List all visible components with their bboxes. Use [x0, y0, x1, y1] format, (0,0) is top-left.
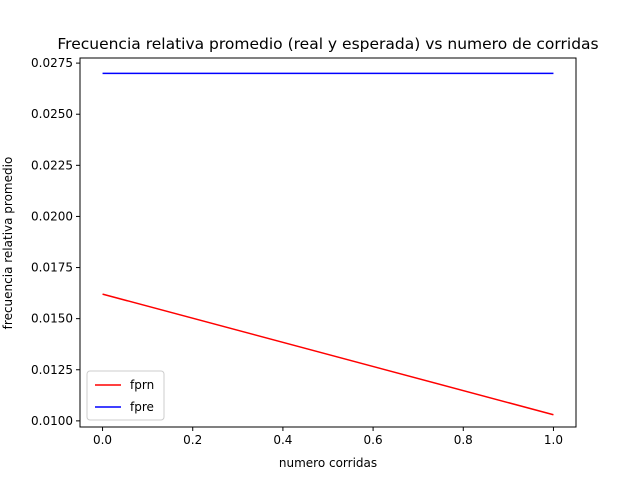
chart-title: Frecuencia relativa promedio (real y esp… [57, 35, 598, 53]
x-tick-label: 0.2 [183, 433, 202, 447]
series-line-fprn [102, 293, 554, 416]
y-tick-label: 0.0200 [31, 209, 73, 223]
legend: fprn fpre [86, 370, 165, 421]
x-tick-label: 0.6 [364, 433, 383, 447]
x-tick-label: 0.0 [93, 433, 112, 447]
y-tick-label: 0.0100 [31, 414, 73, 428]
y-tick-label: 0.0250 [31, 107, 73, 121]
y-tick-label: 0.0275 [31, 56, 73, 70]
x-tick-label: 1.0 [544, 433, 563, 447]
y-tick-label: 0.0150 [31, 312, 73, 326]
legend-label-fpre: fpre [130, 400, 154, 414]
x-tick-label: 0.4 [273, 433, 292, 447]
y-tick-label: 0.0175 [31, 261, 73, 275]
plot-area: 0.0 0.2 0.4 0.6 0.8 1.0 0.0100 0.0125 0.0150 0.01… [31, 56, 577, 447]
x-axis-label: numero corridas [279, 456, 377, 470]
y-tick-label: 0.0225 [31, 158, 73, 172]
x-tick-label: 0.8 [454, 433, 473, 447]
legend-label-fprn: fprn [130, 378, 154, 392]
axes-frame [79, 57, 577, 428]
y-axis-label: frecuencia relativa promedio [1, 157, 15, 330]
y-tick-label: 0.0125 [31, 363, 73, 377]
